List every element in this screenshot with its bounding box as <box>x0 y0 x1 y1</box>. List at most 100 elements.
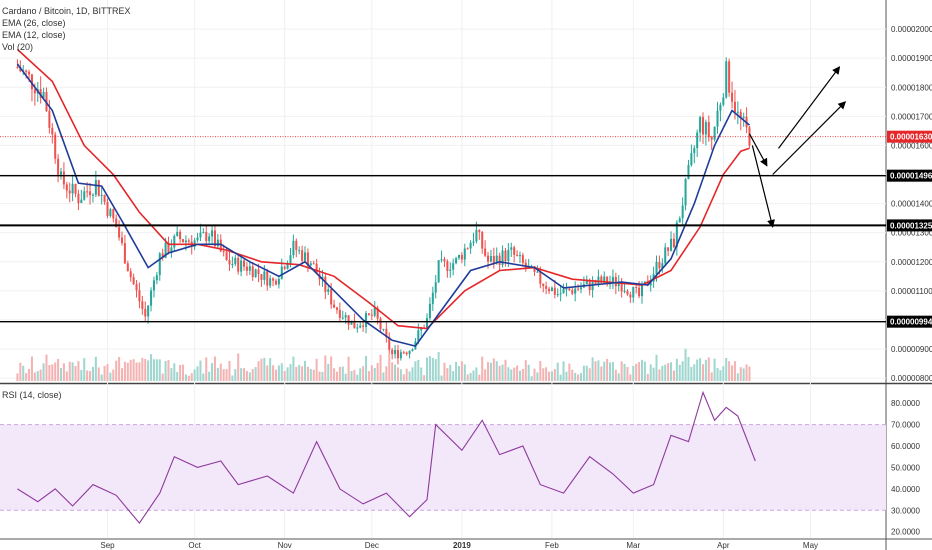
volume-bar <box>106 364 109 381</box>
candle-body <box>516 254 519 256</box>
price-axis-label: 0.00001100 <box>891 287 932 296</box>
candle-body <box>135 284 138 291</box>
candle-body <box>80 199 83 204</box>
volume-bar <box>335 371 338 381</box>
volume-bar <box>553 368 556 381</box>
candle-body <box>367 313 370 315</box>
candle-body <box>649 281 652 286</box>
candle-body <box>684 179 687 206</box>
volume-bar <box>733 361 736 381</box>
volume-bar <box>655 354 658 381</box>
volume-bar <box>231 375 234 381</box>
volume-bar <box>675 358 678 381</box>
candle-body <box>399 352 402 359</box>
price-axis-label: 0.00000900 <box>891 345 932 354</box>
volume-bar <box>516 365 519 381</box>
volume-bar <box>600 366 603 381</box>
candle-body <box>74 183 77 194</box>
volume-bar <box>693 364 696 381</box>
candle-body <box>629 294 632 298</box>
volume-bar <box>120 368 124 381</box>
volume-bar <box>370 365 373 381</box>
volume-bar <box>606 358 609 381</box>
volume-bar <box>518 370 521 381</box>
candle-body <box>713 126 716 140</box>
candle-body <box>39 89 42 98</box>
volume-bar <box>559 374 562 381</box>
candle-body <box>115 218 118 228</box>
time-axis-label: Sep <box>100 541 115 550</box>
candle-body <box>617 282 620 287</box>
candle-body <box>524 262 527 268</box>
volume-bar <box>266 365 269 381</box>
time-axis-label: Apr <box>717 541 730 550</box>
volume-bar <box>144 358 147 381</box>
volume-bar <box>211 363 214 381</box>
candle-body <box>202 231 205 233</box>
volume-bar <box>411 367 414 381</box>
candle-body <box>100 195 103 197</box>
candle-body <box>632 286 635 298</box>
candle-body <box>481 232 484 249</box>
volume-bar <box>710 372 713 381</box>
candle-body <box>635 286 638 288</box>
candle-body <box>443 259 446 262</box>
candle-body <box>396 349 399 359</box>
volume-bar <box>161 373 164 381</box>
volume-bar <box>394 364 397 381</box>
volume-bar <box>664 364 667 381</box>
candle-body <box>132 277 135 285</box>
support-label: 0.00001496 <box>890 172 932 181</box>
volume-bar <box>83 358 86 381</box>
candle-body <box>289 255 292 264</box>
candle-body <box>469 242 472 249</box>
volume-bar <box>510 369 513 381</box>
volume-bar <box>527 364 530 381</box>
volume-bar <box>202 373 205 381</box>
volume-bar <box>457 366 460 381</box>
candle-body <box>748 127 751 146</box>
candle-body <box>138 290 141 302</box>
price-axis-label: 0.00001400 <box>891 200 932 209</box>
volume-bar <box>112 369 115 381</box>
candle-body <box>306 252 309 266</box>
price-axis-label: 0.00001300 <box>891 229 932 238</box>
candle-body <box>428 303 431 319</box>
candle-body <box>141 301 144 309</box>
volume-bar <box>548 371 551 381</box>
candle-body <box>640 284 644 297</box>
support-label: 0.00001325 <box>890 221 932 230</box>
volume-bar <box>460 361 463 381</box>
candle-body <box>457 254 460 259</box>
volume-bar <box>65 371 68 381</box>
candle-body <box>170 247 173 253</box>
rsi-axis-label: 60.0000 <box>891 442 920 451</box>
volume-bar <box>550 371 553 381</box>
rsi-band <box>0 424 886 511</box>
candle-body <box>373 307 376 316</box>
volume-bar <box>242 368 246 381</box>
candle-body <box>144 308 147 317</box>
candle-body <box>42 91 45 98</box>
candle-body <box>341 317 344 319</box>
volume-bar <box>728 361 731 381</box>
volume-bar <box>118 357 121 381</box>
candle-body <box>504 250 507 261</box>
volume-bar <box>574 372 577 381</box>
volume-bar <box>646 373 649 381</box>
candle-body <box>228 260 231 265</box>
candle-body <box>710 137 713 140</box>
candle-body <box>205 231 208 242</box>
volume-bar <box>492 358 495 381</box>
volume-bar <box>431 358 434 381</box>
chart-title: Cardano / Bitcoin, 1D, BITTREX <box>2 6 131 16</box>
volume-bar <box>722 366 725 381</box>
candle-body <box>213 230 216 247</box>
candle-body <box>521 255 524 263</box>
candle-body <box>150 290 153 306</box>
volume-bar <box>51 364 54 381</box>
candle-body <box>452 263 455 270</box>
volume-bar <box>391 362 394 381</box>
candle-body <box>280 266 283 279</box>
